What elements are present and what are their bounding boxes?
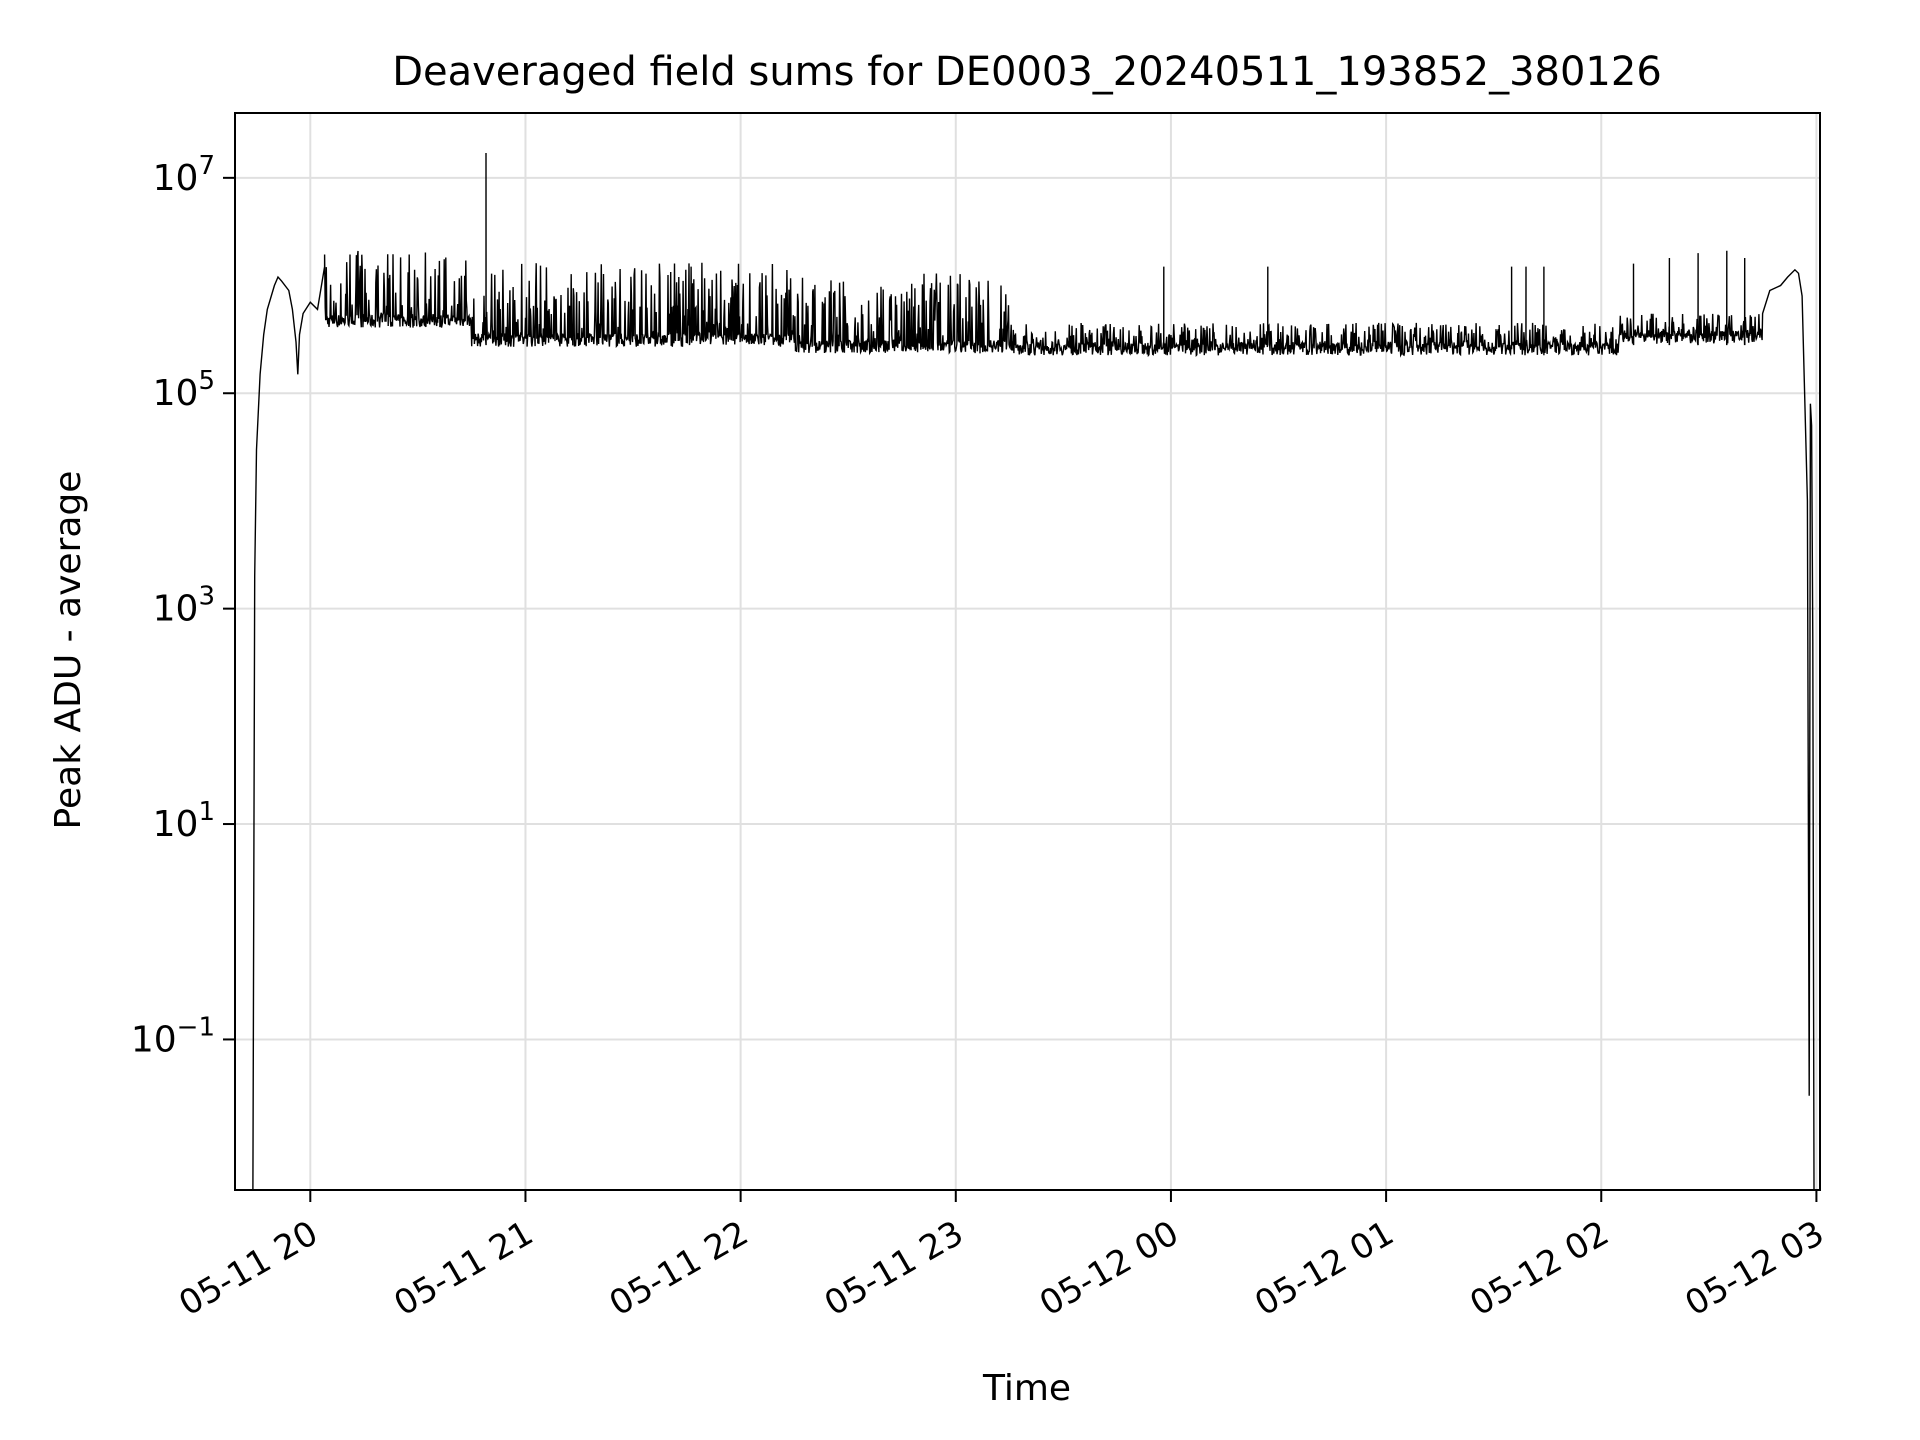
y-tick-label: 103 (153, 582, 215, 630)
y-tick-label: 107 (153, 151, 215, 199)
grid (235, 113, 1820, 1190)
y-tick-base: 10 (153, 373, 199, 414)
y-tick-exponent: 7 (198, 151, 215, 181)
y-tick-base: 10 (153, 158, 199, 199)
x-axis-label: Time (982, 1368, 1071, 1409)
series-line-group (252, 152, 1815, 1191)
y-tick-label: 101 (153, 797, 215, 845)
y-tick-exponent: −1 (177, 1012, 215, 1042)
y-tick-exponent: 1 (198, 797, 215, 827)
y-tick-label: 10−1 (131, 1012, 215, 1060)
y-tick-base: 10 (153, 589, 199, 630)
plot-frame (234, 112, 1821, 1191)
y-tick-base: 10 (131, 1019, 177, 1060)
series-line (252, 152, 1815, 1191)
chart-title: Deaveraged field sums for DE0003_2024051… (392, 49, 1662, 95)
y-tick-base: 10 (153, 804, 199, 845)
y-tick-exponent: 3 (198, 582, 215, 612)
y-tick-exponent: 5 (198, 366, 215, 396)
y-tick-label: 105 (153, 366, 215, 414)
y-axis-label: Peak ADU - average (48, 471, 89, 830)
